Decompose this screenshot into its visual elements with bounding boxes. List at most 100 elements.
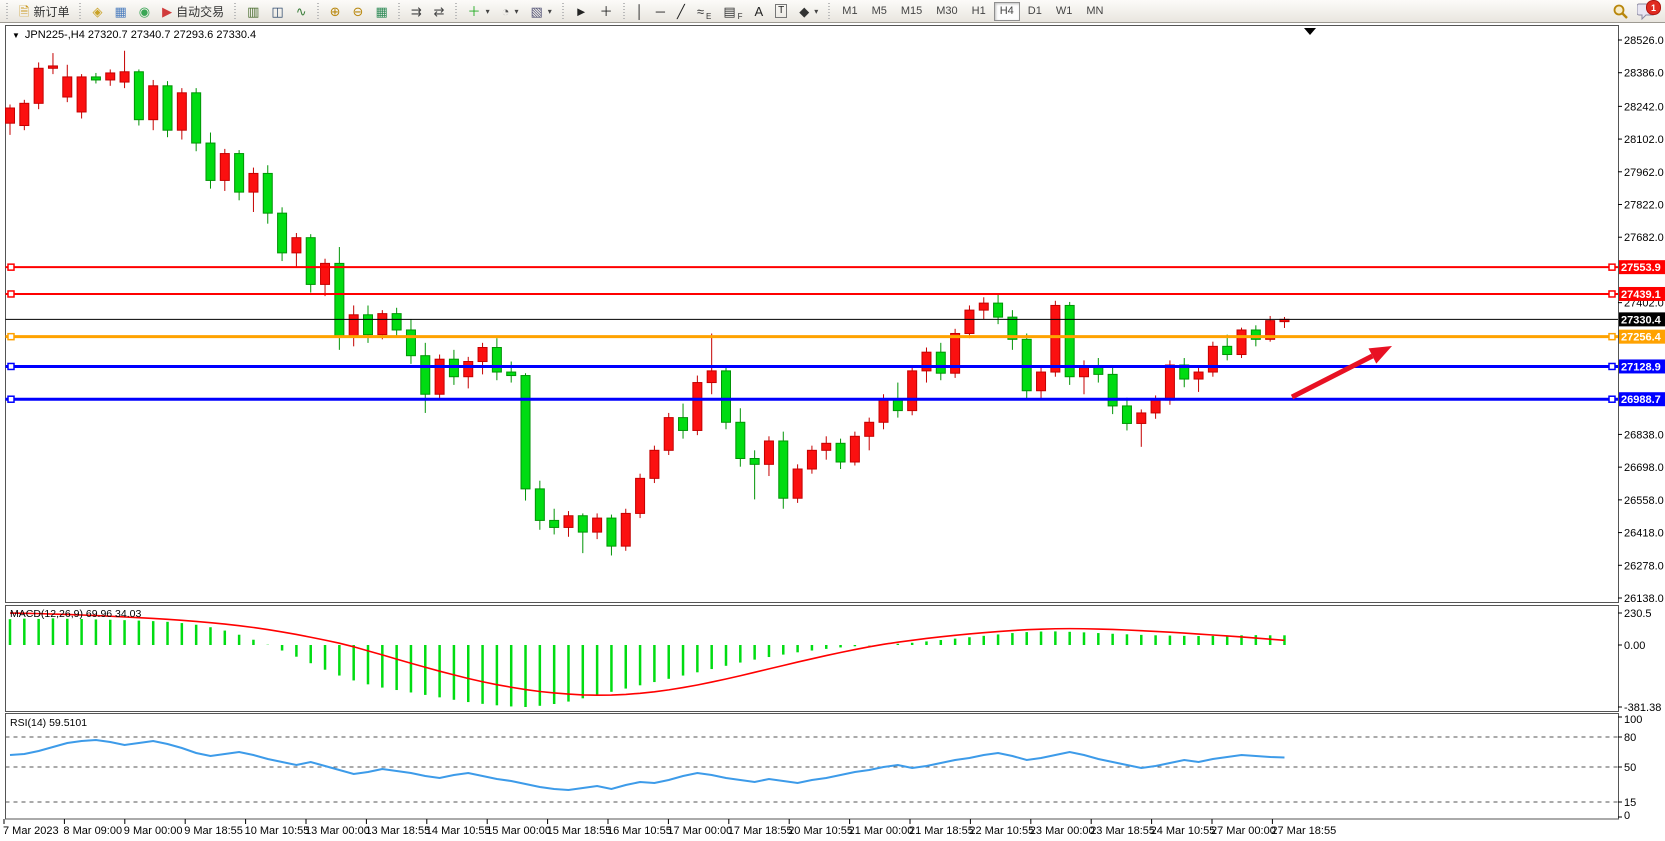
signals-icon: ◉ — [138, 3, 151, 19]
zoom-out-button[interactable]: ⊖ — [348, 1, 369, 22]
arrows-button[interactable]: ◆ ▾ — [794, 1, 823, 22]
hline-left-handle[interactable] — [7, 332, 15, 341]
toolbar-right-section: 1 — [1612, 0, 1665, 21]
time-tick-label: 9 Mar 00:00 — [124, 825, 183, 837]
horizontal-line-26988.7[interactable] — [5, 395, 1619, 403]
cursor-button[interactable]: ► — [570, 1, 593, 22]
price-axis[interactable]: 28526.0 28386.0 28242.0 28102.0 27962.0 27822… — [1618, 35, 1664, 605]
rsi-panel[interactable] — [5, 713, 1619, 820]
hline-right-handle[interactable] — [1608, 263, 1616, 271]
bull-candle — [964, 309, 975, 334]
bull-candle — [19, 102, 30, 127]
text-label-button[interactable]: T — [770, 1, 792, 22]
time-axis[interactable]: 7 Mar 2023 8 Mar 09:00 9 Mar 00:00 9 Mar 18… — [3, 819, 1336, 837]
bear-candle — [935, 351, 946, 374]
periods-button[interactable]: ◔ ▾ — [497, 1, 524, 22]
arrow-head[interactable] — [1368, 346, 1392, 364]
crosshair-button[interactable]: ＋ — [595, 1, 618, 22]
timeframe-d1-button[interactable]: D1 — [1027, 5, 1042, 17]
bull-candle — [248, 172, 259, 193]
templates-button-dropdown-icon[interactable]: ▾ — [547, 6, 552, 16]
horizontal-line-button[interactable]: ─ — [651, 1, 670, 22]
search-icon[interactable] — [1612, 3, 1629, 20]
line-chart-button[interactable]: ∿ — [291, 1, 312, 22]
symbol-dropdown-icon[interactable]: ▼ — [12, 31, 20, 40]
bear-candle — [191, 92, 202, 144]
zoom-in-button[interactable]: ⊕ — [325, 1, 346, 22]
signals-button[interactable]: ◉ — [134, 1, 155, 22]
time-tick-label: 21 Mar 00:00 — [849, 825, 914, 837]
bear-candle — [1222, 345, 1233, 356]
timeframe-h4-button[interactable]: H4 — [993, 1, 1020, 21]
hline-right-handle[interactable] — [1608, 395, 1616, 403]
toolbar-grip — [452, 3, 460, 19]
auto-scroll-button[interactable]: ⇉ — [406, 1, 427, 22]
price-tag-27553.9: 27553.9 — [1619, 260, 1665, 275]
rsi-indicator-label: RSI(14) 59.5101 — [10, 717, 88, 729]
macd-axis-label: -381.38 — [1624, 702, 1661, 714]
price-tick-label: 26278.0 — [1624, 560, 1664, 572]
chart-shift-button[interactable]: ⇄ — [429, 1, 450, 22]
line-chart-icon: ∿ — [295, 3, 307, 19]
timeframe-m1-button[interactable]: M1 — [842, 5, 858, 17]
bull-candle — [763, 440, 774, 465]
timeframe-mn-button[interactable]: MN — [1086, 5, 1104, 17]
auto-trading-button[interactable]: ▶ 自动交易 — [157, 1, 229, 22]
chart-shift-marker-icon[interactable] — [1304, 28, 1316, 35]
periods-button-dropdown-icon[interactable]: ▾ — [514, 6, 519, 16]
bull-candle — [1207, 345, 1218, 373]
bull-candle — [62, 76, 73, 98]
templates-button[interactable]: ▧ ▾ — [525, 1, 556, 22]
tile-windows-button[interactable]: ▦ — [370, 1, 392, 22]
text-button[interactable]: A — [750, 1, 769, 22]
bear-candle — [305, 237, 316, 285]
chart-window[interactable]: 28526.0 28386.0 28242.0 28102.0 27962.0 27822… — [0, 24, 1665, 841]
timeframe-h1-button[interactable]: H1 — [971, 5, 986, 17]
hline-right-handle[interactable] — [1608, 362, 1616, 371]
timeframe-m15-button[interactable]: M15 — [900, 5, 923, 17]
new-order-button[interactable]: 🗎 新订单 — [14, 1, 74, 22]
vertical-line-button[interactable]: │ — [631, 1, 649, 22]
notifications-icon[interactable]: 1 — [1636, 0, 1661, 21]
bull-candle — [806, 449, 817, 470]
hline-left-handle[interactable] — [7, 395, 15, 403]
fibonacci-button[interactable]: ▤ F — [718, 1, 747, 22]
bull-candle — [176, 92, 187, 131]
main-chart-panel[interactable] — [5, 25, 1619, 603]
horizontal-line-27256.4[interactable] — [5, 332, 1619, 341]
charts-button[interactable]: ◈ — [87, 1, 107, 22]
indicators-button[interactable]: ＋ ▾ — [463, 1, 495, 22]
trend-arrow-annotation[interactable] — [1290, 346, 1392, 400]
trendline-button[interactable]: ╱ — [672, 1, 690, 22]
auto-scroll-icon: ⇉ — [410, 3, 422, 19]
hline-right-handle[interactable] — [1608, 290, 1616, 298]
market-watch-button[interactable]: ▦ — [109, 1, 131, 22]
price-tag-27128.9: 27128.9 — [1619, 359, 1665, 374]
hline-left-handle[interactable] — [7, 263, 15, 271]
time-tick-label: 15 Mar 18:55 — [547, 825, 612, 837]
chart-canvas[interactable]: 28526.0 28386.0 28242.0 28102.0 27962.0 27822… — [0, 24, 1665, 841]
templates-icon: ▧ — [530, 3, 543, 19]
macd-signal-line — [9, 612, 1285, 697]
horizontal-line-27439.1[interactable] — [5, 290, 1619, 298]
bear-candle — [1107, 373, 1118, 407]
bull-candle — [649, 449, 660, 479]
indicators-button-dropdown-icon[interactable]: ▾ — [485, 6, 490, 16]
horizontal-line-27553.9[interactable] — [5, 263, 1619, 271]
candlestick-chart-icon: ◫ — [271, 3, 284, 19]
bar-chart-button[interactable]: ▥ — [242, 1, 264, 22]
arrows-button-dropdown-icon[interactable]: ▾ — [814, 6, 819, 16]
price-tag-text: 27256.4 — [1621, 332, 1662, 344]
equidistant-channel-button[interactable]: ≈ E — [692, 1, 716, 22]
timeframe-m30-button[interactable]: M30 — [936, 5, 958, 17]
bear-candle — [678, 417, 689, 431]
price-tick-label: 26558.0 — [1624, 495, 1664, 507]
arrow-shaft[interactable] — [1290, 353, 1374, 400]
hline-right-handle[interactable] — [1608, 332, 1616, 341]
candlestick-chart-button[interactable]: ◫ — [266, 1, 288, 22]
bull-candle — [1236, 329, 1247, 356]
hline-left-handle[interactable] — [7, 362, 15, 371]
hline-left-handle[interactable] — [7, 290, 15, 298]
timeframe-m5-button[interactable]: M5 — [871, 5, 887, 17]
timeframe-w1-button[interactable]: W1 — [1055, 5, 1073, 17]
